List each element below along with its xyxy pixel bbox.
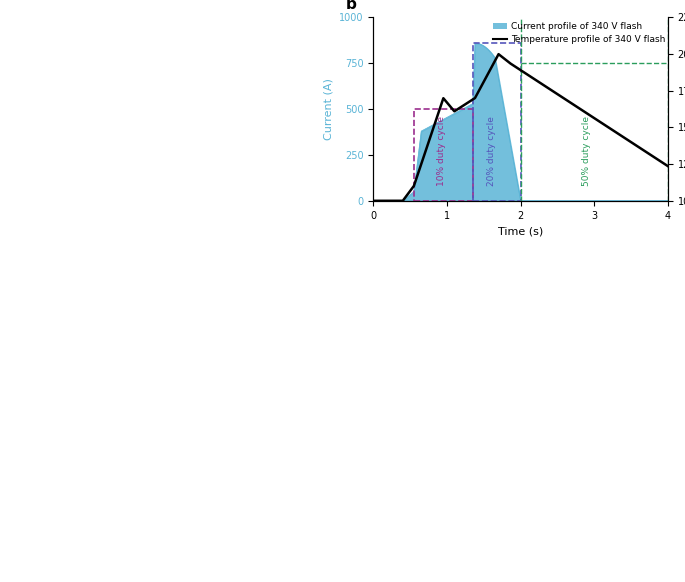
- Text: 50% duty cycle: 50% duty cycle: [582, 116, 591, 186]
- Legend: Current profile of 340 V flash, Temperature profile of 340 V flash: Current profile of 340 V flash, Temperat…: [490, 18, 669, 48]
- Text: 20% duty cycle: 20% duty cycle: [486, 116, 496, 186]
- Bar: [414, 109, 473, 201]
- Text: 10% duty cycle: 10% duty cycle: [437, 116, 447, 186]
- Text: b: b: [346, 0, 357, 12]
- Y-axis label: Current (A): Current (A): [323, 78, 334, 140]
- X-axis label: Time (s): Time (s): [498, 226, 543, 236]
- Bar: [473, 43, 521, 201]
